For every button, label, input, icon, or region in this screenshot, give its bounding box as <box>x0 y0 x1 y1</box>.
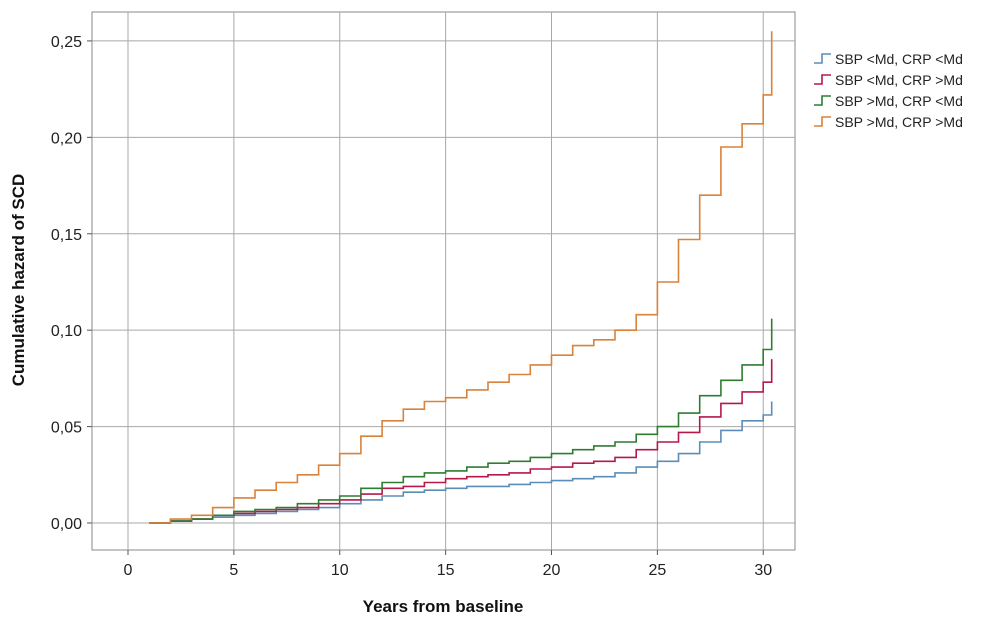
series-line-3 <box>149 318 773 524</box>
legend-label-3: SBP >Md, CRP <Md <box>835 93 963 109</box>
x-tick-label: 25 <box>648 562 666 579</box>
legend-swatch-4 <box>814 116 831 127</box>
legend-label-1: SBP <Md, CRP <Md <box>835 51 963 67</box>
legend-swatch-1 <box>814 53 831 64</box>
y-tick-label: 0,20 <box>51 130 82 147</box>
legend-label-2: SBP <Md, CRP >Md <box>835 72 963 88</box>
y-tick-label: 0,00 <box>51 516 82 533</box>
x-tick-label: 5 <box>229 562 238 579</box>
x-axis-title: Years from baseline <box>363 597 524 616</box>
legend-swatch-2 <box>814 74 831 85</box>
x-tick-label: 10 <box>331 562 349 579</box>
x-tick-label: 30 <box>754 562 772 579</box>
plot-area-frame <box>91 11 796 551</box>
legend-swatch-3 <box>814 95 831 106</box>
series-lines <box>149 31 773 524</box>
x-tick-label: 20 <box>543 562 561 579</box>
y-tick-label: 0,15 <box>51 227 82 244</box>
axis-ticks: 0 5 10 15 20 25 30 0,00 0,05 0,10 0,15 0,20 0,25 <box>51 34 772 579</box>
grid-lines <box>92 12 795 550</box>
y-tick-label: 0,05 <box>51 420 82 437</box>
y-tick-label: 0,10 <box>51 323 82 340</box>
legend-label-4: SBP >Md, CRP >Md <box>835 114 963 130</box>
x-tick-label: 15 <box>437 562 455 579</box>
legend: SBP <Md, CRP <Md SBP <Md, CRP >Md SBP >Md,… <box>814 51 963 130</box>
x-tick-label: 0 <box>124 562 133 579</box>
y-axis-title: Cumulative hazard of SCD <box>9 174 28 387</box>
y-tick-label: 0,25 <box>51 34 82 51</box>
series-line-4 <box>149 31 773 524</box>
